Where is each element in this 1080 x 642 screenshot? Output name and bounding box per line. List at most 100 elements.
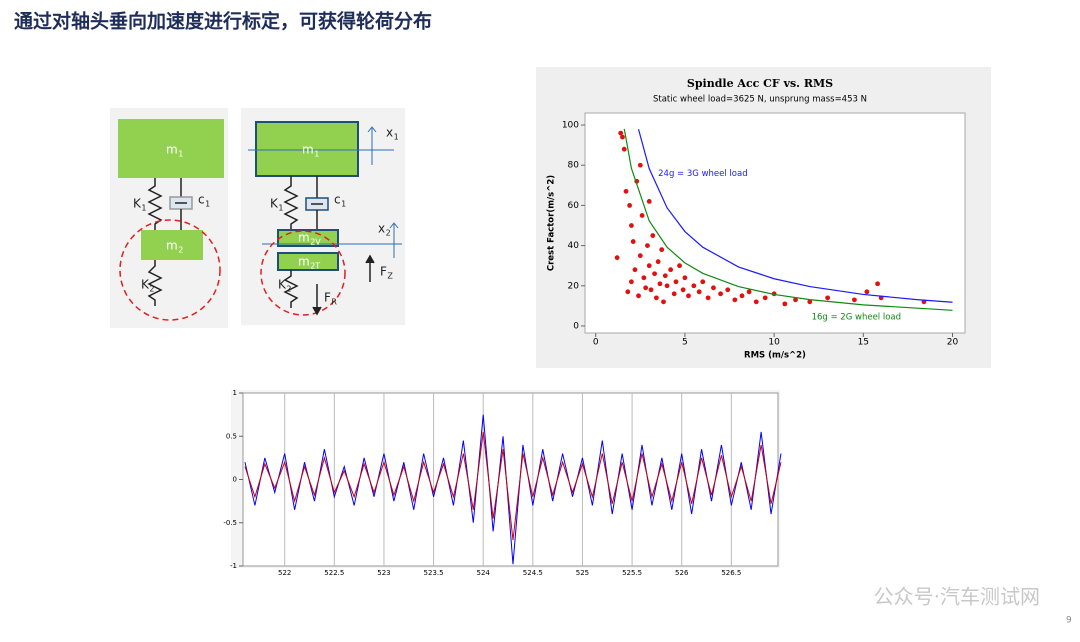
diagram-label-sub: 2 [386,229,391,238]
signal-chart: 522 522.5 523 523.5 524 524.5 525 525.5 526 526.5… [223,389,782,577]
y-tick-label: 40 [568,241,580,251]
scatter-point [646,263,652,269]
diagram-label-sub: 1 [178,150,183,159]
y-tick-label: -1 [230,562,237,570]
diagram-label-sub: 1 [205,200,210,209]
scatter-point [625,289,631,295]
scatter-point [677,263,682,269]
y-tick-label: 80 [568,161,580,171]
scatter-point [680,287,686,293]
x-tick-label: 525.5 [622,569,642,577]
diagram-label: c [334,193,341,207]
x-tick-label: 0 [593,338,599,348]
curve [623,128,953,311]
y-tick-label: 20 [568,281,580,291]
x-tick-label: 526 [675,569,689,577]
scatter-point [637,253,643,259]
diagram-label-sub: 2 [178,246,183,255]
scatter-point [746,289,752,295]
scatter-point [718,291,723,297]
scatter-point [825,295,831,301]
y-tick-label: 0 [233,476,237,484]
signal-line [244,431,782,541]
y-tick-label: 0 [573,321,579,331]
x-tick-label: 10 [768,338,780,348]
page-number: 9 [1066,616,1072,626]
scatter-point [686,293,691,299]
x-tick-label: 522 [278,569,291,577]
diagram-label-sub: 1 [141,204,146,213]
diagram-label: c [198,193,205,207]
scatter-point [653,295,659,301]
diagram-label: K [133,197,142,211]
x-tick-label: 523.5 [424,569,444,577]
x-tick-label: 20 [947,338,959,348]
scatter-point [645,243,650,249]
annotation: 24g = 3G wheel load [658,169,747,179]
scatter-point [655,259,661,265]
diagram-label-sub: 2V [310,238,321,247]
diagram-label: m [166,239,178,253]
scatter-point [700,279,706,285]
scatter-point [628,279,634,285]
scatter-point [875,281,880,287]
scatter-point [851,297,857,303]
y-tick-label: 60 [568,201,580,211]
scatter-point [646,199,652,204]
diagram-label: K [141,278,150,292]
scatter-point [618,130,624,136]
diagram-label: F [324,291,331,305]
annotation: 16g = 2G wheel load [812,312,901,322]
plot-area [584,112,966,334]
diagram-label-sub: 1 [394,133,399,142]
scatter-point [673,279,679,285]
scatter-point [782,301,788,307]
diagram-label: K [278,278,287,292]
scatter-point [793,297,798,303]
scatter-point [696,289,702,295]
scatter-point [657,281,663,287]
diagram-label: m [298,231,310,245]
scatter-point [725,287,731,293]
scatter-point [650,233,656,238]
curve [637,129,953,303]
watermark: 公众号·汽车测试网 [874,585,1040,609]
x-tick-label: 525 [576,569,589,577]
scatter-point [628,223,634,228]
diagram-label-sub: 2 [149,285,154,294]
scatter-point [864,289,870,295]
scatter-point [652,271,657,277]
signal-line [244,414,782,565]
x-tick-label: 526.5 [721,569,741,577]
scatter-point [623,188,629,194]
scatter-point [614,255,620,261]
chart-subtitle: Static wheel load=3625 N, unsprung mass=… [653,95,867,105]
scatter-point [753,299,759,305]
diagram-label-sub: 1 [278,204,283,213]
diagram-label: m [302,143,314,157]
scatter-point [732,297,738,303]
scatter-point [643,285,649,291]
scatter-point [662,273,668,279]
scatter-point [648,287,654,293]
y-tick-label: 0.5 [226,432,237,440]
x-tick-label: 524.5 [523,569,543,577]
scatter-point [636,293,641,299]
scatter-point [705,295,711,301]
diagram-label: x [378,222,385,236]
x-tick-label: 523 [377,569,390,577]
x-axis-label: RMS (m/s^2) [744,351,806,361]
scatter-point [627,203,633,208]
scatter-point [641,275,647,281]
scatter-point [739,293,745,299]
y-axis-label: Crest Factor(m/s^2) [547,175,557,271]
scatter-point [671,291,677,297]
scatter-point [664,283,670,289]
scatter-point [762,295,768,301]
diagram-label-sub: 1 [314,150,319,159]
scatter-chart: Spindle Acc CF vs. RMS Static wheel load=… [547,77,959,361]
y-tick-label: 100 [562,121,579,131]
scatter-point [711,285,716,291]
